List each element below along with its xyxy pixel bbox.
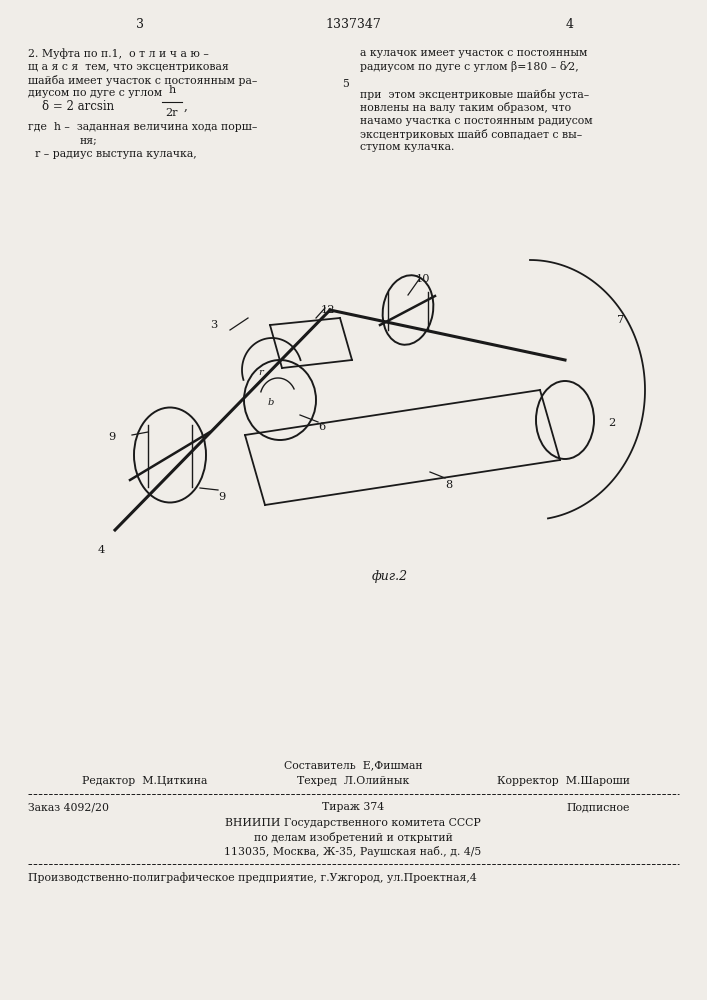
Text: 8: 8 [445, 480, 452, 490]
Text: 6: 6 [318, 422, 325, 432]
Text: по делам изобретений и открытий: по делам изобретений и открытий [254, 832, 452, 843]
Text: Техред  Л.Олийнык: Техред Л.Олийнык [297, 776, 409, 786]
Text: 4: 4 [566, 18, 574, 31]
Text: щ а я с я  тем, что эксцентриковая: щ а я с я тем, что эксцентриковая [28, 62, 229, 72]
Text: а кулачок имеет участок с постоянным: а кулачок имеет участок с постоянным [360, 48, 588, 58]
Text: 5: 5 [342, 79, 349, 89]
Text: ступом кулачка.: ступом кулачка. [360, 142, 455, 152]
Text: эксцентриковых шайб совпадает с вы–: эксцентриковых шайб совпадает с вы– [360, 129, 583, 140]
Text: 9: 9 [108, 432, 115, 442]
Text: 4: 4 [98, 545, 105, 555]
Text: шайба имеет участок с постоянным ра–: шайба имеет участок с постоянным ра– [28, 75, 257, 86]
Text: 113035, Москва, Ж-35, Раушская наб., д. 4/5: 113035, Москва, Ж-35, Раушская наб., д. … [224, 846, 481, 857]
Text: начамо участка с постоянным радиусом: начамо участка с постоянным радиусом [360, 115, 592, 125]
Text: где  h –  заданная величина хода порш–: где h – заданная величина хода порш– [28, 122, 257, 132]
Text: 2. Муфта по п.1,  о т л и ч а ю –: 2. Муфта по п.1, о т л и ч а ю – [28, 48, 209, 59]
Text: 1337347: 1337347 [325, 18, 381, 31]
Text: Редактор  М.Циткина: Редактор М.Циткина [82, 776, 207, 786]
Text: 3: 3 [210, 320, 217, 330]
Text: фиг.2: фиг.2 [372, 570, 408, 583]
Text: 10: 10 [416, 274, 431, 284]
Text: Тираж 374: Тираж 374 [322, 802, 384, 812]
Text: Заказ 4092/20: Заказ 4092/20 [28, 802, 109, 812]
Text: 12: 12 [321, 305, 336, 315]
Text: 3: 3 [136, 18, 144, 31]
Text: Подписное: Подписное [566, 802, 630, 812]
Text: 2r: 2r [165, 108, 178, 118]
Text: ВНИИПИ Государственного комитета СССР: ВНИИПИ Государственного комитета СССР [225, 818, 481, 828]
Text: новлены на валу таким образом, что: новлены на валу таким образом, что [360, 102, 571, 113]
Text: радиусом по дуге с углом β=180 – δ⁄2,: радиусом по дуге с углом β=180 – δ⁄2, [360, 62, 579, 73]
Text: диусом по дуге с углом: диусом по дуге с углом [28, 89, 162, 99]
Text: ,: , [184, 100, 188, 112]
Text: b: b [268, 398, 274, 407]
Text: r – радиус выступа кулачка,: r – радиус выступа кулачка, [28, 149, 197, 159]
Text: r: r [258, 368, 263, 377]
Text: Производственно-полиграфическое предприятие, г.Ужгород, ул.Проектная,4: Производственно-полиграфическое предприя… [28, 872, 477, 883]
Text: при  этом эксцентриковые шайбы уста–: при этом эксцентриковые шайбы уста– [360, 89, 589, 100]
Text: 7: 7 [617, 315, 624, 325]
Text: ня;: ня; [80, 135, 98, 145]
Text: 9: 9 [218, 492, 226, 502]
Text: Составитель  Е,Фишман: Составитель Е,Фишман [284, 760, 422, 770]
Text: Корректор  М.Шароши: Корректор М.Шароши [497, 776, 630, 786]
Text: δ = 2 arcsin: δ = 2 arcsin [42, 100, 114, 112]
Text: 2: 2 [608, 418, 615, 428]
Text: h: h [168, 85, 175, 95]
